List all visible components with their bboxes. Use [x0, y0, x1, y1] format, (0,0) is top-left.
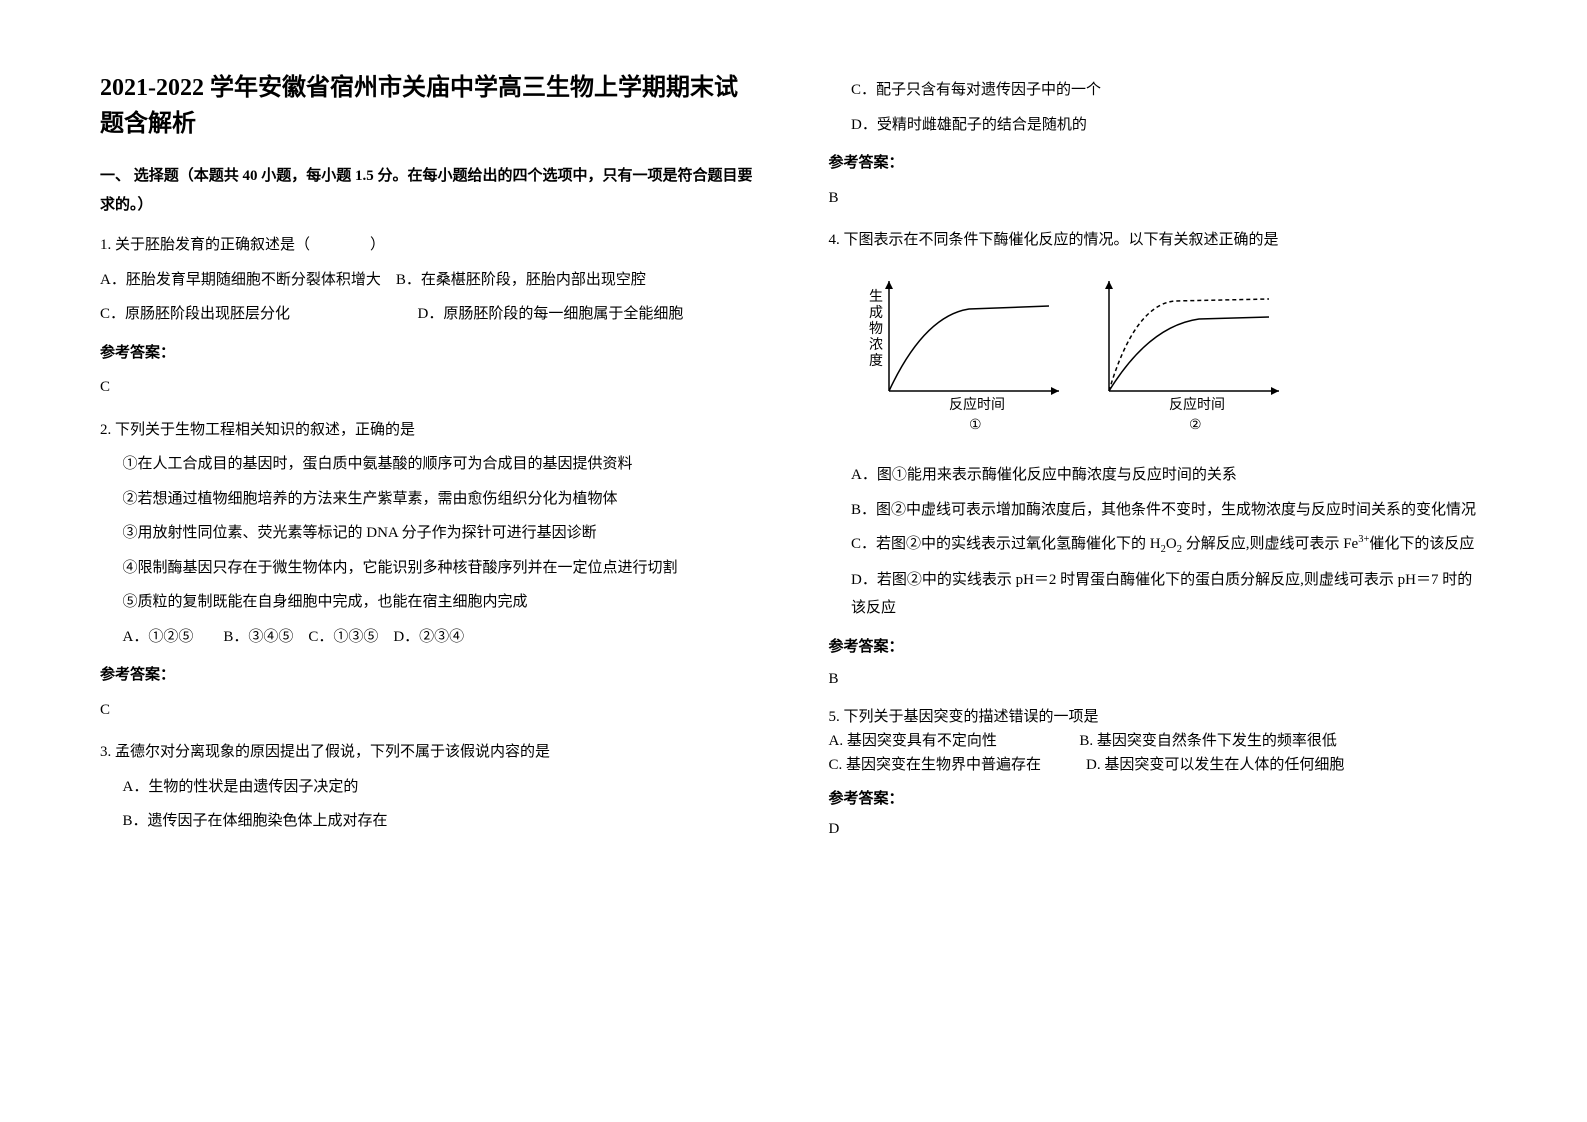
q4-stem: 4. 下图表示在不同条件下酶催化反应的情况。以下有关叙述正确的是 [829, 226, 1488, 255]
q2-answer-label: 参考答案： [100, 661, 759, 690]
q2-stem: 2. 下列关于生物工程相关知识的叙述，正确的是 [100, 416, 759, 445]
q5-answer: D [829, 817, 1488, 841]
q1-option-d: D．原肠胚阶段的每一细胞属于全能细胞 [418, 306, 684, 322]
arrow-y-2 [1105, 281, 1113, 289]
q1-answer: C [100, 373, 759, 402]
q4-answer: B [829, 667, 1488, 691]
q4c-mid1: O [1166, 536, 1177, 552]
q4-chart-svg: 反应时间 ① 生 成 物 浓 度 [829, 271, 1309, 431]
page-title: 2021-2022 学年安徽省宿州市关庙中学高三生物上学期期末试题含解析 [100, 70, 759, 142]
q1-options-row1: A．胚胎发育早期随细胞不断分裂体积增大 B．在桑椹胚阶段，胚胎内部出现空腔 [100, 266, 759, 295]
question-2: 2. 下列关于生物工程相关知识的叙述，正确的是 ①在人工合成目的基因时，蛋白质中… [100, 416, 759, 725]
xlabel-2: 反应时间 [1169, 396, 1225, 413]
arrow-x-2 [1271, 387, 1279, 395]
q5-option-b: B. 基因突变自然条件下发生的频率很低 [1079, 733, 1337, 749]
q5-row1: A. 基因突变具有不定向性 B. 基因突变自然条件下发生的频率很低 [829, 729, 1488, 753]
q4-option-a: A．图①能用来表示酶催化反应中酶浓度与反应时间的关系 [829, 461, 1488, 490]
q2-answer: C [100, 696, 759, 725]
ylabel-char4: 浓 [869, 337, 883, 353]
curve-panel-1 [889, 306, 1049, 391]
q3-answer-label: 参考答案： [829, 149, 1488, 178]
q2-s3: ③用放射性同位素、荧光素等标记的 DNA 分子作为探针可进行基因诊断 [100, 519, 759, 548]
left-column: 2021-2022 学年安徽省宿州市关庙中学高三生物上学期期末试题含解析 一、 … [100, 70, 759, 1082]
panel2-label: ② [1189, 418, 1202, 431]
arrow-x-1 [1051, 387, 1059, 395]
q3-answer: B [829, 184, 1488, 213]
q5-row2: C. 基因突变在生物界中普遍存在 D. 基因突变可以发生在人体的任何细胞 [829, 753, 1488, 777]
panel1-label: ① [969, 418, 982, 431]
q1-stem: 1. 关于胚胎发育的正确叙述是（ ） [100, 231, 759, 260]
right-column: C．配子只含有每对遗传因子中的一个 D．受精时雌雄配子的结合是随机的 参考答案：… [829, 70, 1488, 1082]
q3-option-c: C．配子只含有每对遗传因子中的一个 [829, 76, 1488, 105]
q2-s1: ①在人工合成目的基因时，蛋白质中氨基酸的顺序可为合成目的基因提供资料 [100, 450, 759, 479]
q5-option-a: A. 基因突变具有不定向性 [829, 733, 997, 749]
curve-panel-2-solid [1109, 317, 1269, 391]
q3-option-a: A．生物的性状是由遗传因子决定的 [100, 773, 759, 802]
curve-panel-2-dashed [1109, 299, 1269, 391]
q4c-mid2: 分解反应,则虚线可表示 Fe [1182, 536, 1358, 552]
ylabel-char1: 生 [869, 289, 883, 305]
arrow-y-1 [885, 281, 893, 289]
q3-option-d: D．受精时雌雄配子的结合是随机的 [829, 111, 1488, 140]
q1-option-b: B．在桑椹胚阶段，胚胎内部出现空腔 [396, 272, 646, 288]
q2-s4: ④限制酶基因只存在于微生物体内，它能识别多种核苷酸序列并在一定位点进行切割 [100, 554, 759, 583]
q4-chart: 反应时间 ① 生 成 物 浓 度 [829, 271, 1488, 442]
q2-s2: ②若想通过植物细胞培养的方法来生产紫草素，需由愈伤组织分化为植物体 [100, 485, 759, 514]
question-5: 5. 下列关于基因突变的描述错误的一项是 A. 基因突变具有不定向性 B. 基因… [829, 705, 1488, 841]
q5-stem: 5. 下列关于基因突变的描述错误的一项是 [829, 705, 1488, 729]
q3-option-b: B．遗传因子在体细胞染色体上成对存在 [100, 807, 759, 836]
q1-option-a: A．胚胎发育早期随细胞不断分裂体积增大 [100, 272, 381, 288]
ylabel-char3: 物 [869, 321, 883, 337]
q1-option-c: C．原肠胚阶段出现胚层分化 [100, 306, 290, 322]
chart-panel-2: 反应时间 ② [1105, 281, 1279, 431]
q4c-sup: 3+ [1358, 534, 1369, 545]
q2-s5: ⑤质粒的复制既能在自身细胞中完成，也能在宿主细胞内完成 [100, 588, 759, 617]
question-4: 4. 下图表示在不同条件下酶催化反应的情况。以下有关叙述正确的是 反应时间 ① [829, 226, 1488, 691]
ylabel-char2: 成 [869, 305, 883, 321]
q3-stem: 3. 孟德尔对分离现象的原因提出了假说，下列不属于该假说内容的是 [100, 738, 759, 767]
q4c-pre: C．若图②中的实线表示过氧化氢酶催化下的 H [851, 536, 1161, 552]
q1-answer-label: 参考答案： [100, 339, 759, 368]
section-header: 一、 选择题（本题共 40 小题，每小题 1.5 分。在每小题给出的四个选项中，… [100, 162, 759, 219]
ylabel-char5: 度 [869, 353, 883, 369]
page-container: 2021-2022 学年安徽省宿州市关庙中学高三生物上学期期末试题含解析 一、 … [100, 70, 1487, 1082]
q2-opts: A．①②⑤ B．③④⑤ C．①③⑤ D．②③④ [100, 623, 759, 652]
question-1: 1. 关于胚胎发育的正确叙述是（ ） A．胚胎发育早期随细胞不断分裂体积增大 B… [100, 231, 759, 402]
xlabel-1: 反应时间 [949, 396, 1005, 413]
q1-options-row2: C．原肠胚阶段出现胚层分化 D．原肠胚阶段的每一细胞属于全能细胞 [100, 300, 759, 329]
chart-panel-1: 反应时间 ① [885, 281, 1059, 431]
q4c-post: 催化下的该反应 [1369, 536, 1474, 552]
q4-option-b: B．图②中虚线可表示增加酶浓度后，其他条件不变时，生成物浓度与反应时间关系的变化… [829, 496, 1488, 525]
q4-option-c: C．若图②中的实线表示过氧化氢酶催化下的 H2O2 分解反应,则虚线可表示 Fe… [829, 530, 1488, 560]
q5-answer-label: 参考答案： [829, 787, 1488, 811]
q5-option-d: D. 基因突变可以发生在人体的任何细胞 [1086, 757, 1344, 773]
q4-answer-label: 参考答案： [829, 633, 1488, 662]
question-3-continued: C．配子只含有每对遗传因子中的一个 D．受精时雌雄配子的结合是随机的 参考答案：… [829, 76, 1488, 212]
q5-option-c: C. 基因突变在生物界中普遍存在 [829, 757, 1042, 773]
q4-option-d: D．若图②中的实线表示 pH＝2 时胃蛋白酶催化下的蛋白质分解反应,则虚线可表示… [829, 566, 1488, 623]
question-3: 3. 孟德尔对分离现象的原因提出了假说，下列不属于该假说内容的是 A．生物的性状… [100, 738, 759, 836]
